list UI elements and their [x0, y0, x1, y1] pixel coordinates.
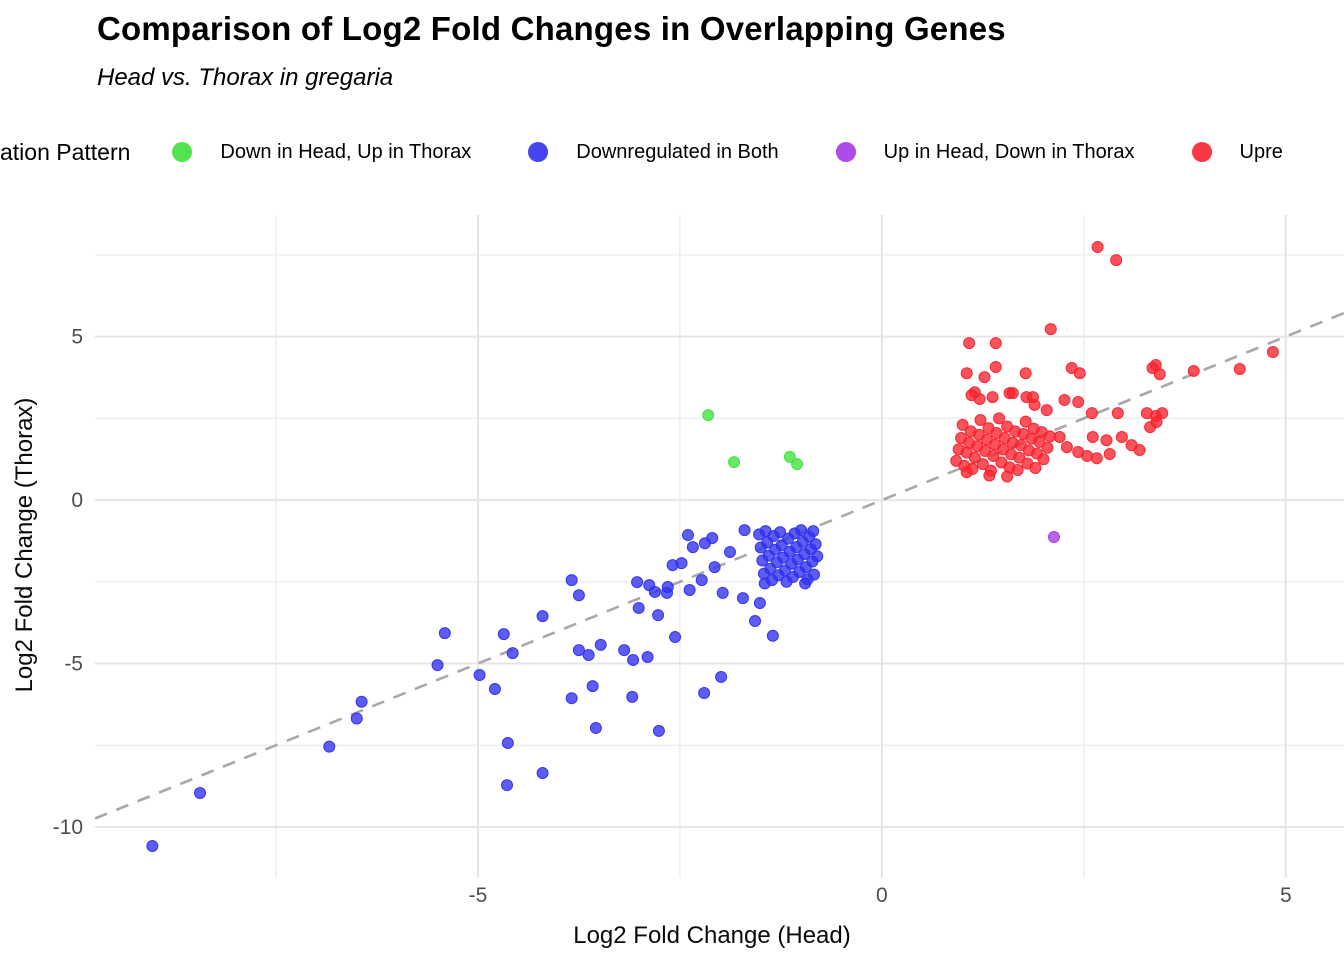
chart-subtitle: Head vs. Thorax in gregaria [97, 64, 394, 91]
series-upregulated-in-both [950, 241, 1279, 483]
y-axis-ticks: -10 -5 0 5 [53, 326, 83, 839]
gridlines [95, 215, 1344, 878]
y-axis-tick: 5 [71, 326, 83, 349]
y-axis-title: Log2 Fold Change (Thorax) [11, 398, 38, 693]
y-axis-tick: -10 [53, 816, 83, 839]
legend-marker-3 [1191, 142, 1212, 162]
x-axis-ticks: -5 0 5 [469, 884, 1292, 907]
legend-item-label-2: Up in Head, Down in Thorax [883, 140, 1135, 163]
legend-item-label-3: Upre [1239, 140, 1283, 163]
series-up-in-head-down-in-thorax [1047, 531, 1060, 544]
legend-item-label-1: Downregulated in Both [576, 140, 779, 163]
x-axis-title: Log2 Fold Change (Head) [573, 922, 851, 949]
legend-marker-2 [835, 142, 856, 162]
legend-marker-1 [528, 142, 549, 162]
series-downregulated-in-both [146, 524, 824, 852]
chart-title: Comparison of Log2 Fold Changes in Overl… [97, 10, 1006, 47]
legend: ation Pattern Down in Head, Up in Thorax… [0, 130, 1344, 174]
scatter-plot-canvas: -5 0 5 -10 -5 0 5 Log2 Fold Change (Head) Log2 F… [11, 215, 1344, 949]
x-axis-tick: 5 [1280, 884, 1292, 907]
legend-item-label-0: Down in Head, Up in Thorax [220, 140, 472, 163]
series-down-in-head-up-in-thorax [702, 409, 804, 471]
x-axis-tick: 0 [876, 884, 888, 907]
legend-marker-0 [172, 142, 193, 162]
x-axis-tick: -5 [469, 884, 488, 907]
y-axis-tick: -5 [64, 653, 83, 676]
y-axis-tick: 0 [71, 489, 83, 512]
legend-title: ation Pattern [0, 138, 131, 165]
